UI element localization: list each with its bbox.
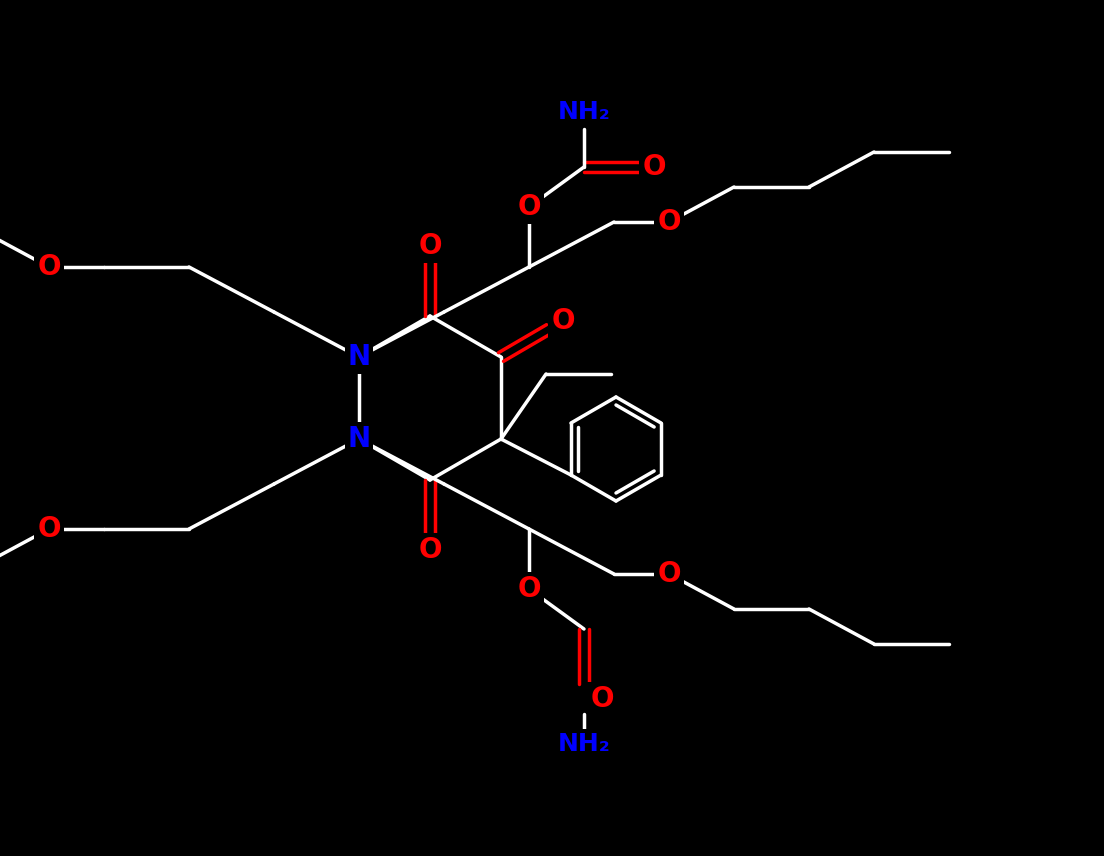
Text: O: O [418,232,442,260]
Text: O: O [657,560,681,588]
Text: O: O [643,153,666,181]
Text: O: O [657,208,681,236]
Text: O: O [518,193,541,221]
Text: NH₂: NH₂ [558,100,611,124]
Text: O: O [418,536,442,564]
Text: N: N [348,425,371,453]
Text: O: O [591,685,614,713]
Text: O: O [38,253,61,281]
Text: O: O [38,515,61,543]
Text: O: O [551,307,575,335]
Text: O: O [518,575,541,603]
Text: N: N [348,343,371,371]
Text: NH₂: NH₂ [558,732,611,756]
